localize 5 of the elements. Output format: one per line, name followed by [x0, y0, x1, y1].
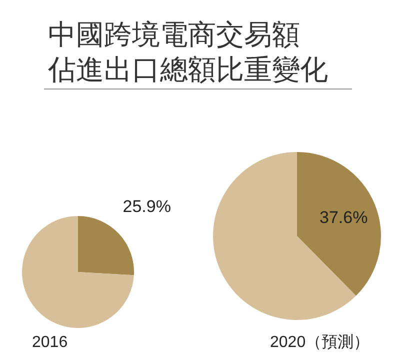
data-label: 37.6%: [320, 208, 368, 227]
data-label: 25.9%: [122, 196, 171, 216]
chart-title: 中國跨境電商交易額佔進出口總額比重變化: [47, 19, 328, 85]
text: 2020（預測）: [270, 333, 370, 351]
text: 2016: [32, 334, 68, 351]
